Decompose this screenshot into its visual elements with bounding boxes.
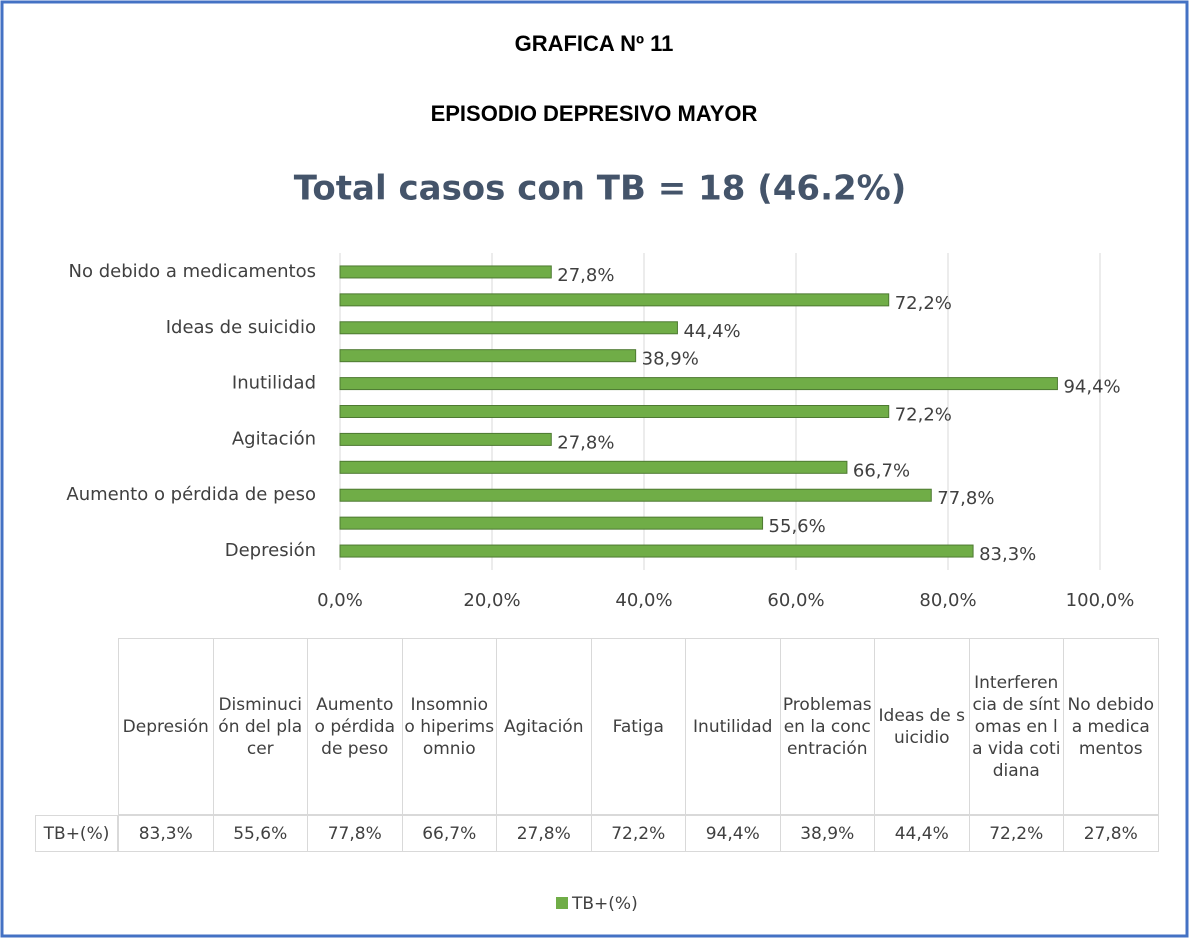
bar bbox=[339, 488, 932, 502]
subheading: EPISODIO DEPRESIVO MAYOR bbox=[431, 101, 758, 126]
table-column-header: Aumento o pérdida de peso bbox=[307, 638, 403, 815]
bar bbox=[339, 321, 678, 335]
table-column-header: Ideas de suicidio bbox=[874, 638, 970, 815]
data-label: 66,7% bbox=[853, 460, 910, 481]
bar bbox=[339, 265, 552, 279]
data-label: 72,2% bbox=[895, 405, 952, 426]
x-tick-label: 80,0% bbox=[919, 590, 976, 611]
bar bbox=[339, 293, 890, 307]
table-column-header: No debido a medicamentos bbox=[1063, 638, 1159, 815]
table-cell: 72,2% bbox=[968, 815, 1064, 852]
table-cell: 44,4% bbox=[874, 815, 970, 852]
table-cell: 27,8% bbox=[496, 815, 592, 852]
bar bbox=[339, 377, 1058, 391]
table-cell: 38,9% bbox=[779, 815, 875, 852]
data-label: 55,6% bbox=[769, 516, 826, 537]
table-column-header: Agitación bbox=[496, 638, 592, 815]
table-column-header: Problemas en la concentración bbox=[779, 638, 875, 815]
data-label: 38,9% bbox=[642, 349, 699, 370]
table-cell: 66,7% bbox=[401, 815, 497, 852]
table-column-header: Fatiga bbox=[590, 638, 686, 815]
data-label: 94,4% bbox=[1063, 377, 1120, 398]
table-column-header: Depresión bbox=[118, 638, 214, 815]
data-label: 27,8% bbox=[557, 265, 614, 286]
table-column-header: Insomnio o hiperimsomnio bbox=[401, 638, 497, 815]
data-label: 77,8% bbox=[937, 488, 994, 509]
table-cell: 27,8% bbox=[1063, 815, 1159, 852]
heading: GRAFICA Nº 11 bbox=[515, 31, 674, 56]
table-cell: 72,2% bbox=[590, 815, 686, 852]
y-tick-label: Ideas de suicidio bbox=[166, 317, 316, 338]
data-label: 44,4% bbox=[683, 321, 740, 342]
table-column-header: Disminución del placer bbox=[212, 638, 308, 815]
table-row-header: TB+(%) bbox=[35, 815, 118, 852]
bar bbox=[339, 544, 974, 558]
y-tick-label: Agitación bbox=[232, 428, 316, 449]
table-cell: 94,4% bbox=[685, 815, 781, 852]
x-tick-label: 0,0% bbox=[317, 590, 363, 611]
data-label: 72,2% bbox=[895, 293, 952, 314]
data-label: 83,3% bbox=[979, 544, 1036, 565]
x-tick-label: 100,0% bbox=[1066, 590, 1135, 611]
chart-title: Total casos con TB = 18 (46.2%) bbox=[294, 169, 907, 209]
table-column-header: Interferencia de síntomas en la vida cot… bbox=[968, 638, 1064, 815]
legend-label: TB+(%) bbox=[571, 894, 638, 914]
x-tick-label: 60,0% bbox=[767, 590, 824, 611]
y-tick-label: Depresión bbox=[225, 540, 316, 561]
table-cell: 83,3% bbox=[118, 815, 214, 852]
bar bbox=[339, 460, 848, 474]
bar bbox=[339, 405, 890, 418]
x-tick-label: 20,0% bbox=[463, 590, 520, 611]
y-tick-label: Inutilidad bbox=[232, 373, 316, 394]
table-cell: 55,6% bbox=[212, 815, 308, 852]
bar bbox=[339, 516, 764, 530]
legend-swatch bbox=[556, 897, 568, 909]
table-cell: 77,8% bbox=[307, 815, 403, 852]
y-tick-label: Aumento o pérdida de peso bbox=[66, 484, 316, 505]
bar bbox=[339, 349, 637, 363]
table-column-header: Inutilidad bbox=[685, 638, 781, 815]
y-tick-label: No debido a medicamentos bbox=[69, 261, 316, 282]
x-tick-label: 40,0% bbox=[615, 590, 672, 611]
data-label: 27,8% bbox=[557, 432, 614, 453]
bar bbox=[339, 432, 552, 446]
